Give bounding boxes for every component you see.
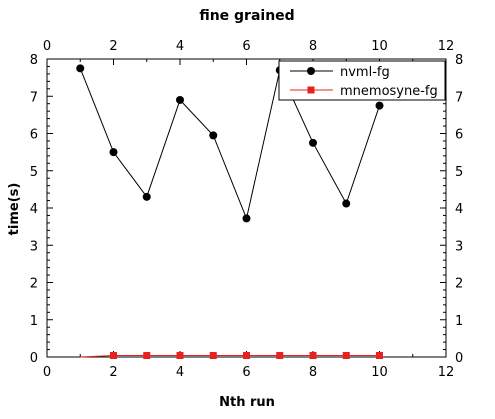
x-tick-label-top: 2 xyxy=(109,39,117,54)
x-tick-label-bottom: 2 xyxy=(109,365,117,380)
y-tick-label-left: 0 xyxy=(30,351,38,366)
y-tick-label-left: 8 xyxy=(30,53,38,68)
data-point-nvml-fg xyxy=(309,138,317,147)
y-axis-title: time(s) xyxy=(7,183,22,236)
y-tick-label-left: 5 xyxy=(30,165,38,180)
x-tick-label-bottom: 12 xyxy=(438,365,455,380)
data-point-nvml-fg xyxy=(142,192,151,201)
series-mnemosyne-fg xyxy=(80,352,383,360)
y-tick-label-right: 1 xyxy=(455,314,463,329)
legend-marker-mnemosyne-fg xyxy=(307,86,315,94)
data-point-mnemosyne-fg xyxy=(209,352,217,360)
series-line-mnemosyne-fg xyxy=(80,355,380,358)
legend: nvml-fg mnemosyne-fg xyxy=(278,60,446,101)
data-point-nvml-fg xyxy=(342,199,351,208)
y-tick-label-left: 6 xyxy=(30,128,38,143)
data-point-nvml-fg xyxy=(242,214,251,223)
data-point-mnemosyne-fg xyxy=(309,352,317,360)
data-point-nvml-fg xyxy=(375,101,384,110)
data-point-mnemosyne-fg xyxy=(342,352,350,360)
legend-box xyxy=(278,60,446,101)
chart-title: fine grained xyxy=(199,8,294,24)
y-tick-label-left: 1 xyxy=(30,314,38,329)
data-point-mnemosyne-fg xyxy=(176,352,184,360)
x-tick-label-top: 12 xyxy=(438,39,455,54)
x-tick-label-top: 8 xyxy=(309,39,317,54)
data-point-nvml-fg xyxy=(209,131,218,140)
data-point-mnemosyne-fg xyxy=(143,352,151,360)
y-tick-label-right: 7 xyxy=(455,90,463,105)
data-point-nvml-fg xyxy=(109,148,118,157)
data-point-mnemosyne-fg xyxy=(243,352,250,360)
x-tick-label-bottom: 0 xyxy=(43,365,51,380)
series-line-nvml-fg xyxy=(79,68,380,221)
legend-label-nvml-fg: nvml-fg xyxy=(340,65,390,80)
data-point-mnemosyne-fg xyxy=(276,352,284,360)
y-tick-label-right: 0 xyxy=(455,351,463,366)
legend-label-mnemosyne-fg: mnemosyne-fg xyxy=(340,84,438,99)
x-tick-label-bottom: 8 xyxy=(309,365,317,380)
x-tick-label-bottom: 4 xyxy=(176,365,184,380)
data-point-nvml-fg xyxy=(176,95,184,104)
x-tick-label-top: 0 xyxy=(43,39,51,54)
x-tick-label-top: 6 xyxy=(242,39,250,54)
y-tick-label-right: 2 xyxy=(455,277,463,292)
y-tick-label-right: 6 xyxy=(455,128,463,143)
y-tick-label-right: 5 xyxy=(455,165,463,180)
x-tick-label-bottom: 10 xyxy=(371,365,388,380)
y-tick-label-left: 7 xyxy=(30,90,38,105)
y-tick-label-left: 4 xyxy=(30,202,38,217)
y-tick-label-left: 2 xyxy=(30,277,38,292)
data-point-mnemosyne-fg xyxy=(376,352,383,360)
y-tick-label-right: 3 xyxy=(455,239,463,254)
x-axis-title: Nth run xyxy=(219,395,275,410)
y-tick-label-right: 8 xyxy=(455,53,463,68)
y-tick-label-right: 4 xyxy=(455,202,463,217)
legend-marker-nvml-fg xyxy=(307,67,315,75)
data-point-nvml-fg xyxy=(76,64,85,73)
x-tick-label-top: 4 xyxy=(176,39,184,54)
x-tick-label-top: 10 xyxy=(371,39,388,54)
data-point-mnemosyne-fg xyxy=(110,352,117,360)
y-tick-label-left: 3 xyxy=(30,239,38,254)
x-tick-label-bottom: 6 xyxy=(242,365,250,380)
